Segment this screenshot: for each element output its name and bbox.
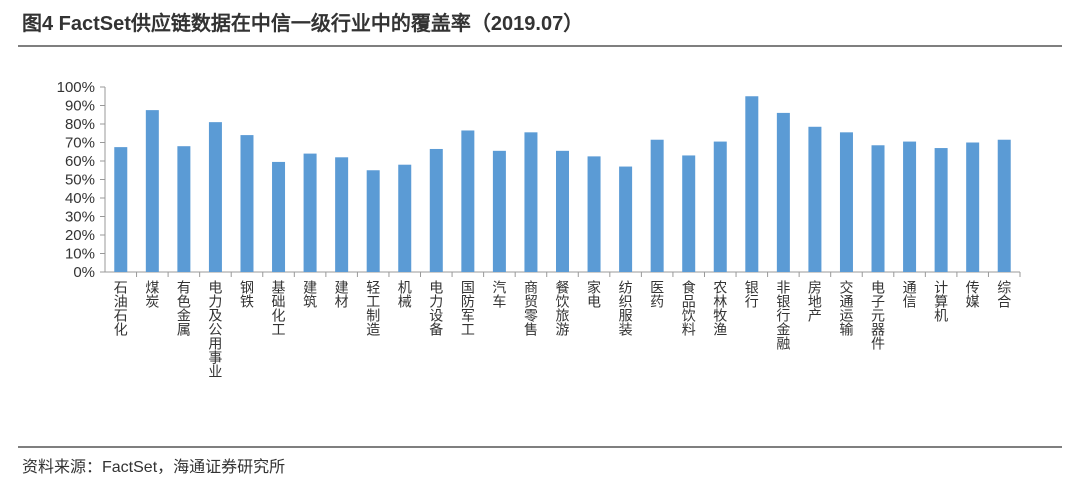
x-tick-label: 计算机 — [933, 280, 949, 323]
bar — [871, 145, 885, 272]
bar — [208, 122, 222, 273]
x-tick-label: 交通运输 — [838, 279, 854, 336]
x-tick-label: 建筑 — [302, 280, 318, 309]
x-tick-label: 家电 — [586, 279, 602, 308]
bar — [398, 164, 412, 272]
x-tick-label: 建材 — [334, 280, 350, 308]
x-tick-label: 有色金属 — [176, 280, 192, 336]
bar — [177, 146, 191, 272]
bar — [713, 141, 727, 272]
x-tick-label: 商贸零售 — [523, 280, 539, 336]
x-tick-label: 机械 — [397, 280, 413, 308]
y-tick-label: 90% — [65, 98, 95, 115]
x-tick-label: 房地产 — [807, 280, 823, 323]
x-tick-label: 传媒 — [965, 280, 981, 308]
x-tick-label: 餐饮旅游 — [555, 280, 571, 337]
x-tick-label: 电力及公用事业 — [207, 280, 223, 378]
bar — [997, 139, 1011, 272]
x-tick-label: 综合 — [996, 280, 1012, 308]
x-tick-label: 汽车 — [491, 280, 507, 308]
x-tick-label: 石油石化 — [113, 280, 129, 337]
bar — [524, 132, 538, 272]
bar — [114, 147, 128, 272]
y-tick-label: 10% — [65, 246, 95, 263]
bar — [776, 112, 790, 273]
bar — [650, 139, 664, 272]
y-tick-label: 80% — [65, 116, 95, 133]
x-tick-label: 钢铁 — [239, 280, 255, 308]
bar — [429, 148, 443, 272]
x-tick-label: 纺织服装 — [618, 280, 634, 336]
bar — [587, 156, 601, 272]
x-tick-label: 基础化工 — [271, 279, 287, 336]
bar — [366, 170, 380, 272]
x-tick-label: 非银行金融 — [775, 280, 791, 350]
bar — [903, 141, 917, 272]
x-tick-label: 医药 — [649, 280, 665, 308]
x-tick-label: 农林牧渔 — [712, 280, 728, 336]
x-tick-label: 煤炭 — [144, 280, 160, 308]
y-tick-label: 70% — [65, 135, 95, 152]
x-tick-label: 银行 — [744, 280, 760, 309]
x-tick-label: 国防军工 — [460, 280, 476, 336]
source-note: 资料来源：FactSet，海通证券研究所 — [22, 458, 285, 476]
bar — [934, 148, 948, 272]
bar — [335, 157, 349, 272]
bar — [556, 150, 569, 272]
bar — [303, 153, 317, 272]
x-tick-label: 食品饮料 — [681, 279, 697, 336]
y-tick-label: 0% — [73, 264, 95, 281]
y-tick-label: 60% — [65, 153, 95, 170]
bar — [145, 110, 159, 272]
bar — [682, 155, 696, 272]
bar — [808, 126, 822, 273]
y-tick-label: 100% — [57, 79, 95, 96]
x-tick-label: 轻工制造 — [365, 280, 381, 337]
bar — [461, 130, 475, 272]
y-tick-label: 40% — [65, 190, 95, 207]
chart-title: 图4 FactSet供应链数据在中信一级行业中的覆盖率（2019.07） — [22, 11, 583, 35]
x-tick-label: 电子元器件 — [870, 280, 886, 350]
bar — [240, 135, 254, 272]
x-tick-label: 电力设备 — [428, 280, 444, 336]
bar — [839, 132, 853, 272]
bar — [492, 150, 506, 272]
bar — [745, 96, 759, 272]
bar — [272, 161, 286, 272]
bar — [619, 166, 633, 272]
x-tick-label: 通信 — [902, 280, 918, 308]
y-tick-label: 50% — [65, 172, 95, 189]
y-tick-label: 30% — [65, 209, 95, 226]
y-tick-label: 20% — [65, 227, 95, 244]
bar — [966, 142, 980, 272]
